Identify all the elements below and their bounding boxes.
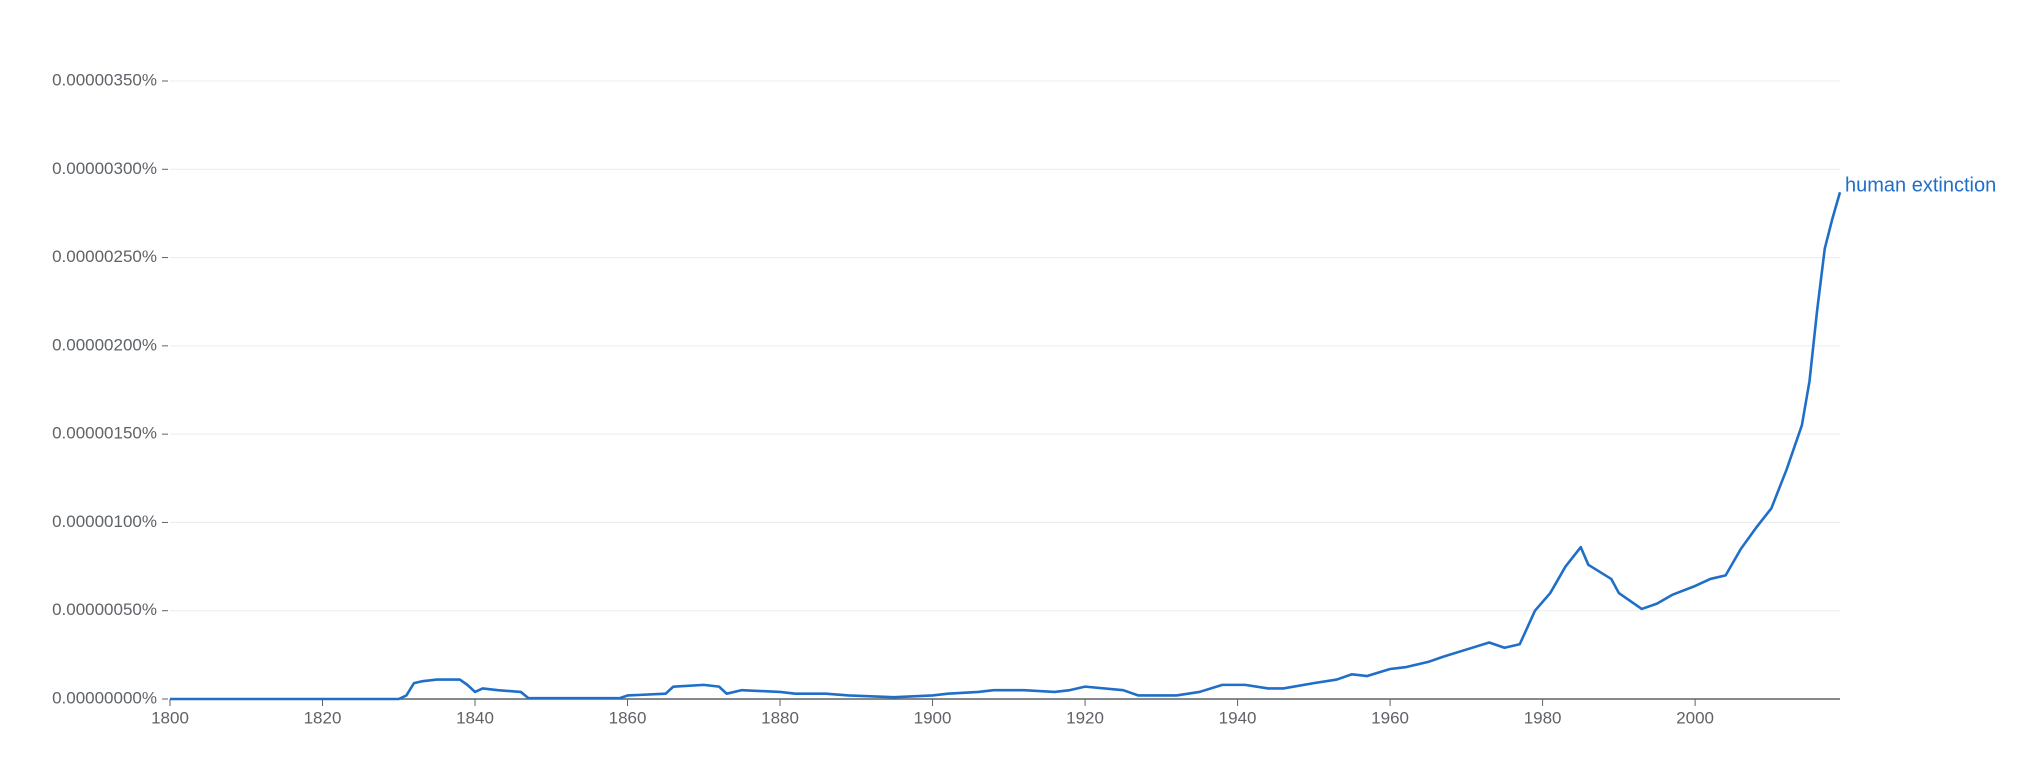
y-tick-label: 0.00000300% (52, 159, 157, 178)
y-tick-label: 0.00000000% (52, 688, 157, 707)
x-tick-label: 1860 (609, 708, 647, 727)
series-line (170, 191, 1842, 701)
x-tick-label: 1800 (151, 708, 189, 727)
x-tick-label: 2000 (1676, 708, 1714, 727)
x-tick-label: 1840 (456, 708, 494, 727)
x-tick-label: 1980 (1524, 708, 1562, 727)
series-label: human extinction (1845, 175, 1996, 197)
x-tick-label: 1820 (304, 708, 342, 727)
y-tick-label: 0.00000100% (52, 512, 157, 531)
y-tick-label: 0.00000250% (52, 247, 157, 266)
x-tick-label: 1920 (1066, 708, 1104, 727)
y-tick-label: 0.00000150% (52, 424, 157, 443)
x-tick-label: 1960 (1371, 708, 1409, 727)
y-tick-label: 0.00000050% (52, 600, 157, 619)
x-tick-label: 1940 (1219, 708, 1257, 727)
y-tick-label: 0.00000350% (52, 70, 157, 89)
x-tick-label: 1900 (914, 708, 952, 727)
x-tick-label: 1880 (761, 708, 799, 727)
y-tick-label: 0.00000200% (52, 335, 157, 354)
